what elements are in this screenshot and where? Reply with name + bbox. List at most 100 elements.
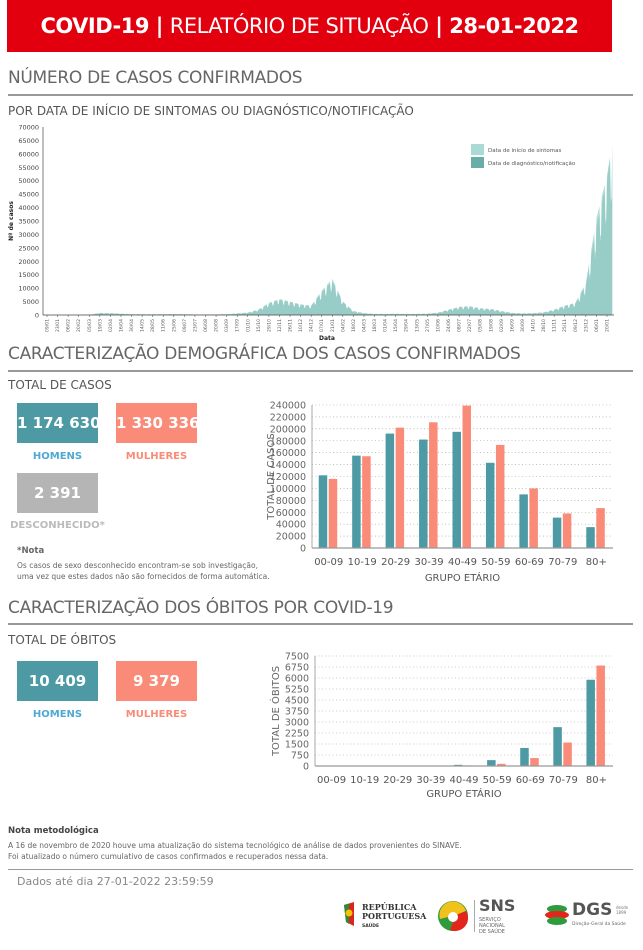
x-tick-label: 23/07	[192, 319, 198, 332]
x-tick-label: 09/07	[182, 319, 188, 332]
x-tick-label: 25/11	[562, 319, 568, 332]
cases-unknown-label: DESCONHECIDO*	[10, 520, 105, 531]
x-tick-label: 12/11	[277, 319, 283, 332]
x-tick-label: 22/07	[467, 319, 473, 332]
x-tick-label: 18/02	[351, 319, 357, 332]
flag-shield-icon	[344, 902, 354, 926]
x-tick-label: 10/06	[435, 319, 441, 332]
x-tick-label: 18/03	[372, 319, 378, 332]
y-tick-label: 15000	[18, 271, 39, 279]
x-tick-label: 29/10	[266, 319, 272, 332]
bar-homens	[452, 431, 461, 548]
y-tick-label: 10000	[18, 285, 39, 293]
y-axis-title: TOTAL DE CASOS	[266, 433, 277, 521]
y-tick-label: 120000	[270, 472, 306, 483]
method-note-title: Nota metodológica	[8, 826, 99, 836]
x-tick-label: 30-39	[416, 775, 445, 786]
x-tick-label: 20-29	[381, 557, 410, 568]
section-subtitle: POR DATA DE INÍCIO DE SINTOMAS OU DIAGNÓ…	[8, 104, 414, 118]
section-title-demographics: CARACTERIZAÇÃO DEMOGRÁFICA DOS CASOS CON…	[8, 344, 521, 364]
bar-homens	[485, 462, 495, 548]
x-tick-label: 00-09	[314, 557, 343, 568]
x-tick-label: 70-79	[549, 775, 578, 786]
x-tick-label: 07/01	[319, 319, 325, 332]
legend-swatch	[471, 157, 484, 168]
x-tick-label: 20/08	[214, 319, 220, 332]
section-title-cases: NÚMERO DE CASOS CONFIRMADOS	[8, 68, 303, 88]
logo-text: SERVIÇO NACIONAL DE SAÚDE	[479, 917, 505, 935]
bar-homens	[487, 760, 496, 766]
cases-men-label: HOMENS	[32, 451, 83, 462]
header-sep: |	[148, 14, 170, 38]
note-line: Os casos de sexo desconhecido encontram-…	[17, 561, 258, 570]
header-covid: COVID-19	[40, 14, 149, 38]
x-tick-label: 01/10	[245, 319, 251, 332]
bar-homens	[586, 527, 595, 548]
y-tick-label: 55000	[18, 164, 39, 172]
y-tick-label: 60000	[18, 150, 39, 158]
x-tick-label: 11/11	[552, 319, 558, 332]
x-tick-label: 19/03	[97, 319, 103, 332]
y-tick-label: 60000	[276, 508, 306, 519]
logo-text: SNS	[479, 896, 516, 915]
y-tick-label: 240000	[270, 401, 306, 412]
y-tick-label: 2250	[285, 729, 309, 740]
x-tick-label: 00-09	[317, 775, 346, 786]
x-tick-label: 01/04	[383, 319, 389, 332]
x-tick-label: 60-69	[515, 557, 544, 568]
x-tick-label: 23/01	[55, 319, 61, 332]
y-tick-label: 4500	[285, 696, 309, 707]
deaths-by-age-chart: 0750150022503000375045005250600067507500…	[269, 652, 613, 800]
bar-homens	[586, 679, 595, 766]
x-tick-label: 10-19	[348, 557, 377, 568]
y-axis-title: TOTAL DE ÓBITOS	[269, 666, 282, 757]
report-header: COVID-19 | RELATÓRIO DE SITUAÇÃO | 28-01…	[7, 0, 612, 52]
bar-mulheres	[395, 427, 405, 548]
cases-unknown-value: 2 391	[17, 473, 98, 513]
note-title: *Nota	[17, 546, 45, 556]
x-axis-title: GRUPO ETÁRIO	[425, 571, 500, 584]
bar-homens	[419, 439, 428, 548]
x-tick-label: 13/05	[414, 319, 420, 332]
y-tick-label: 180000	[270, 436, 306, 447]
x-tick-label: 06/01	[594, 319, 600, 332]
y-tick-label: 1500	[285, 740, 309, 751]
sns-emblem-icon	[438, 901, 469, 932]
dgs-logo: DGS desde 1899 Direção-Geral da Saúde	[545, 900, 637, 934]
x-tick-label: 21/01	[330, 319, 336, 332]
divider	[8, 370, 633, 372]
y-tick-label: 5250	[285, 685, 309, 696]
bar-mulheres	[563, 742, 572, 766]
x-tick-label: 10-19	[350, 775, 379, 786]
method-note-line: Foi atualizado o número cumulativo de ca…	[8, 852, 329, 861]
y-tick-label: 6000	[285, 674, 309, 685]
legend-swatch	[471, 144, 484, 155]
x-axis-title: Data	[319, 335, 335, 342]
bar-homens	[520, 747, 529, 766]
x-tick-label: 04/03	[361, 319, 367, 332]
divider	[8, 869, 633, 870]
x-tick-label: 15/04	[393, 319, 399, 332]
y-tick-label: 70000	[18, 124, 39, 132]
logo-text: DGS	[572, 900, 613, 920]
bar-mulheres	[429, 422, 438, 548]
logo-text: Direção-Geral da Saúde	[572, 922, 626, 927]
x-tick-label: 50-59	[483, 775, 512, 786]
cases-timeline-chart: 0 5000 10000 15000 20000 25000 30000 35000 40000…	[8, 124, 614, 342]
y-tick-label: 65000	[18, 137, 39, 145]
x-tick-label: 30/09	[520, 319, 526, 332]
x-tick-label: 80+	[586, 775, 607, 786]
x-tick-label: 06/08	[203, 319, 209, 332]
x-tick-label: 24/12	[309, 319, 315, 332]
y-tick-label: 750	[291, 751, 309, 762]
y-tick-label: 0	[300, 544, 306, 555]
bar-mulheres	[497, 763, 506, 766]
y-tick-label: 140000	[270, 460, 306, 471]
y-tick-label: 80000	[276, 496, 306, 507]
x-tick-label: 40-49	[449, 775, 478, 786]
bar-mulheres	[495, 444, 505, 548]
x-tick-label: 50-59	[481, 557, 510, 568]
x-tick-label: 09/01	[45, 319, 51, 332]
x-tick-label: 08/07	[457, 319, 463, 332]
logo-text: REPÚBLICA PORTUGUESA	[362, 902, 427, 921]
